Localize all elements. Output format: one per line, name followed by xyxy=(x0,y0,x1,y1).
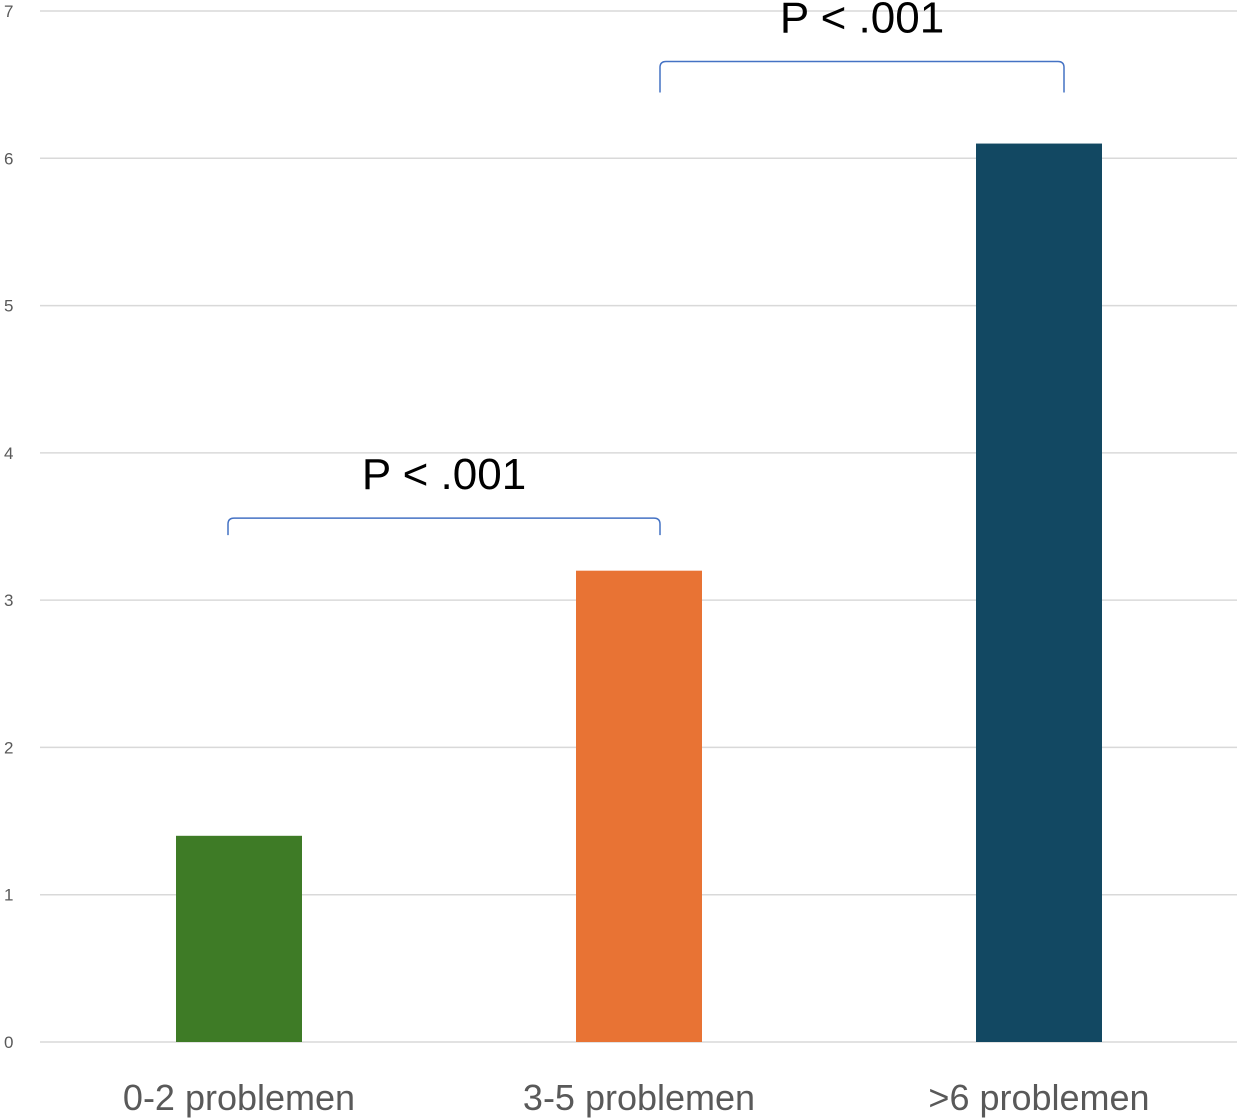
bar xyxy=(176,835,302,1042)
bar xyxy=(576,570,702,1042)
x-tick-label: >6 problemen xyxy=(928,1077,1149,1118)
y-tick-label: 0 xyxy=(4,1033,13,1052)
significance-label: P < .001 xyxy=(780,0,944,43)
x-tick-label: 3-5 problemen xyxy=(523,1077,755,1118)
significance-label: P < .001 xyxy=(362,450,526,499)
x-tick-label: 0-2 problemen xyxy=(123,1077,355,1118)
y-tick-label: 5 xyxy=(4,297,13,316)
y-axis-ticks: 0 1 2 3 4 5 6 7 xyxy=(4,2,13,1052)
y-tick-label: 7 xyxy=(4,2,13,21)
y-tick-label: 2 xyxy=(4,738,13,757)
y-tick-label: 6 xyxy=(4,149,13,168)
y-tick-label: 1 xyxy=(4,886,13,905)
bars xyxy=(176,143,1102,1043)
x-axis-labels: 0-2 problemen 3-5 problemen >6 problemen xyxy=(123,1077,1150,1118)
significance-bracket xyxy=(659,60,1065,93)
y-tick-label: 4 xyxy=(4,444,13,463)
y-tick-label: 3 xyxy=(4,591,13,610)
significance-bracket xyxy=(227,517,661,536)
bar xyxy=(976,143,1102,1043)
significance-annotations: P < .001 P < .001 xyxy=(227,0,1065,536)
